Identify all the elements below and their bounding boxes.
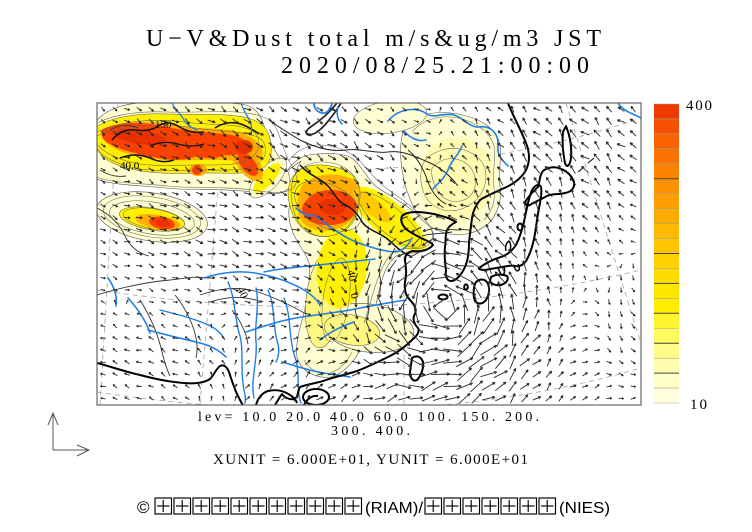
svg-text:©: © — [137, 498, 150, 517]
svg-text:lev= 10.0 20.0 40.0 60.0 100.: lev= 10.0 20.0 40.0 60.0 100. 150. 200. — [198, 410, 539, 425]
svg-text:0: 0 — [348, 292, 361, 300]
svg-text:300. 400.: 300. 400. — [331, 424, 410, 439]
svg-text:(RIAM)/: (RIAM)/ — [365, 500, 424, 517]
svg-text:400: 400 — [686, 98, 712, 114]
svg-text:150: 150 — [155, 119, 172, 131]
svg-text:(NIES): (NIES) — [559, 500, 610, 517]
svg-text:U−V&Dust total m/s&ug/m3 JST: U−V&Dust total m/s&ug/m3 JST — [146, 26, 601, 52]
svg-text:40: 40 — [344, 269, 358, 283]
svg-text:XUNIT = 6.000E+01, YUNIT = 6.0: XUNIT = 6.000E+01, YUNIT = 6.000E+01 — [213, 452, 528, 468]
